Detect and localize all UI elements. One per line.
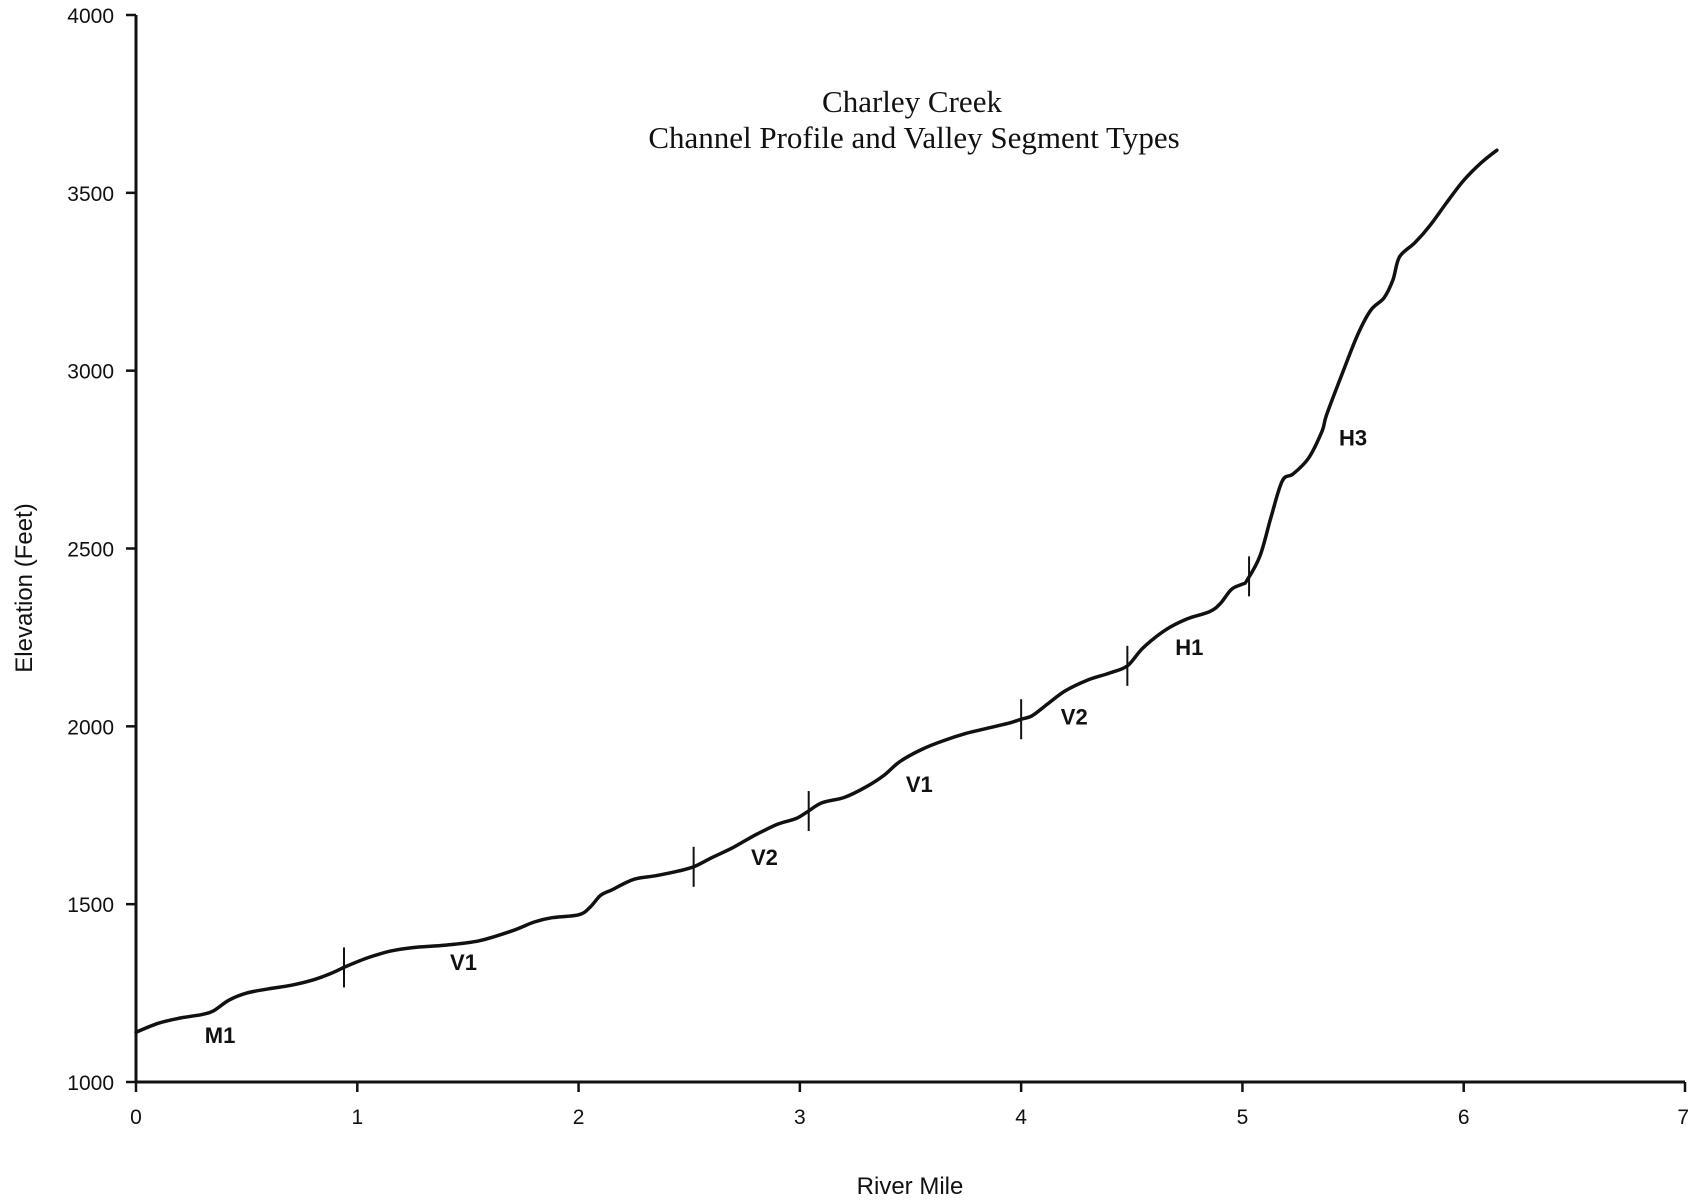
x-axis-label: River Mile [857,1173,964,1200]
segment-labels: M1 V1 V2 V1 V2 H1 H3 [205,425,1367,1048]
x-tick-label: 6 [1458,1106,1470,1129]
segment-label: H1 [1175,635,1203,660]
axes [134,15,1685,1084]
segment-label: V1 [906,772,933,797]
x-tick-label: 1 [351,1106,363,1129]
series-layer [134,148,1499,1034]
segment-label: V2 [751,845,778,870]
channel-profile-line [134,148,1499,1034]
x-tick-label: 3 [794,1106,806,1129]
segment-boundaries [343,556,1251,988]
x-tick-label: 4 [1015,1106,1027,1129]
y-tick-label: 1500 [67,894,114,917]
segment-label: V2 [1061,705,1088,730]
y-tick-label: 3500 [67,183,114,206]
y-tick-label: 2000 [67,716,114,739]
y-tick-label: 3000 [67,361,114,384]
segment-label: H3 [1339,425,1367,450]
x-tick-label: 0 [130,1106,142,1129]
x-axis-ticks: 0 1 2 3 4 5 6 7 [130,1082,1689,1129]
chart-title: Charley Creek [822,84,1002,119]
y-tick-label: 1000 [67,1072,114,1095]
y-tick-label: 2500 [67,539,114,562]
segment-label: V1 [450,950,477,975]
y-axis-label: Elevation (Feet) [11,503,38,672]
y-axis-ticks: 1000 1500 2000 2500 3000 3500 4000 [67,5,136,1095]
x-tick-label: 5 [1237,1106,1249,1129]
x-tick-label: 7 [1677,1106,1689,1129]
x-tick-label: 2 [573,1106,585,1129]
segment-label: M1 [205,1023,236,1048]
y-tick-label: 4000 [67,5,114,28]
chart-subtitle: Channel Profile and Valley Segment Types [648,120,1179,155]
